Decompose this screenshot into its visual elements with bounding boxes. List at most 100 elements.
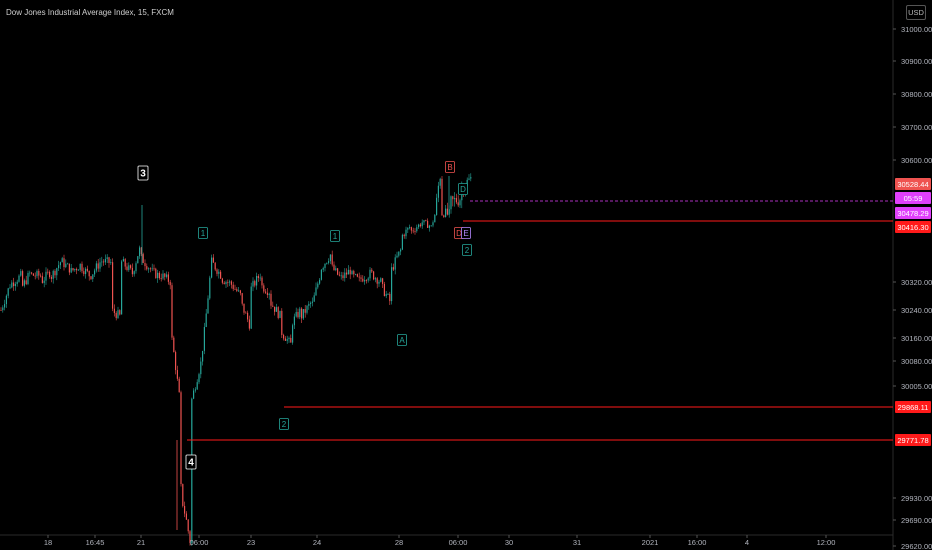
candle-body (275, 307, 277, 312)
candle-body (29, 272, 31, 274)
candle-body (243, 303, 245, 313)
y-tick-label: 29690.00 (901, 516, 932, 525)
candle-body (79, 263, 81, 270)
candle-body (90, 276, 92, 280)
candle-body (378, 281, 380, 284)
candle-body (193, 390, 195, 399)
candle-body (329, 254, 331, 262)
x-tick-label: 24 (313, 538, 321, 547)
candle-body (119, 310, 121, 315)
candle-body (452, 196, 454, 200)
candle-body (122, 259, 124, 262)
wave-label-box[interactable] (279, 418, 289, 430)
candle-body (301, 308, 303, 319)
candle-body (432, 222, 434, 226)
candle-body (306, 305, 308, 313)
y-tick-label: 30700.00 (901, 123, 932, 132)
candle-body (20, 271, 22, 276)
candle-body (364, 280, 366, 282)
candle-body (459, 200, 461, 206)
wave-label-box[interactable] (397, 334, 407, 346)
candle-body (407, 227, 409, 230)
candle-body (256, 276, 258, 286)
candle-body (241, 293, 243, 304)
candle-body (124, 259, 126, 267)
x-tick-label: 06:00 (449, 538, 468, 547)
candle-body (340, 275, 342, 277)
candle-body (212, 257, 214, 263)
wave-label-box[interactable] (458, 183, 468, 195)
candle-body (130, 265, 132, 268)
candle-body (358, 276, 360, 278)
wave-label-box[interactable] (461, 227, 471, 239)
candle-body (234, 288, 236, 290)
candle-body (263, 285, 265, 292)
price-label-level: 29868.11 (898, 403, 929, 412)
wave-label: B (447, 163, 452, 172)
wave-label-box[interactable] (137, 165, 149, 181)
candle-body (292, 325, 294, 343)
candle-body (369, 269, 371, 279)
candle-body (25, 280, 27, 285)
wave-label-box[interactable] (198, 227, 208, 239)
candle-body (319, 279, 321, 284)
candle-body (77, 269, 79, 271)
candle-body (311, 301, 313, 303)
candle-body (308, 303, 310, 306)
candle-body (344, 272, 346, 279)
candle-body (470, 177, 472, 179)
candle-body (97, 263, 99, 269)
candle-body (137, 256, 139, 264)
candle-body (418, 224, 420, 228)
candle-body (383, 283, 385, 296)
candle-body (117, 310, 119, 319)
candle-body (454, 198, 456, 200)
candle-body (18, 275, 20, 282)
wave-label-box[interactable] (462, 244, 472, 256)
candle-body (59, 262, 61, 266)
candle-body (2, 307, 4, 311)
candle-body (14, 283, 16, 287)
candle-body (153, 268, 155, 270)
candle-body (7, 288, 9, 296)
x-tick-label: 18 (44, 538, 52, 547)
candle-body (92, 274, 94, 280)
candle-body (176, 370, 178, 379)
currency-button[interactable]: USD (906, 5, 926, 20)
candle-body (175, 352, 177, 371)
candle-body (351, 271, 353, 275)
candle-body (41, 276, 43, 283)
candle-body (337, 268, 339, 275)
candle-body (169, 281, 171, 286)
candle-body (216, 269, 218, 274)
candle-body (349, 269, 351, 275)
candle-body (11, 282, 13, 288)
candle-body (202, 350, 204, 362)
wave-label: 2 (465, 246, 470, 255)
candle-body (9, 287, 11, 289)
candle-body (281, 310, 283, 335)
wave-label-box[interactable] (445, 161, 455, 173)
candle-body (220, 271, 222, 279)
candle-body (396, 255, 398, 258)
candle-body (457, 202, 459, 206)
price-label-bg (895, 207, 931, 219)
candle-body (225, 282, 227, 285)
candle-body (232, 284, 234, 289)
candle-body (211, 257, 213, 278)
candle-body (257, 276, 259, 279)
candle-body (50, 277, 52, 279)
candle-body (70, 268, 72, 273)
candle-body (265, 291, 267, 293)
candle-body (76, 268, 78, 271)
candle-body (335, 268, 337, 271)
candle-body (245, 312, 247, 314)
wave-label-box[interactable] (185, 454, 197, 470)
wave-label-box[interactable] (330, 230, 340, 242)
candle-body (443, 215, 445, 218)
candle-body (113, 308, 115, 313)
candle-body (164, 273, 166, 277)
candle-body (95, 263, 97, 271)
candle-body (380, 278, 382, 282)
